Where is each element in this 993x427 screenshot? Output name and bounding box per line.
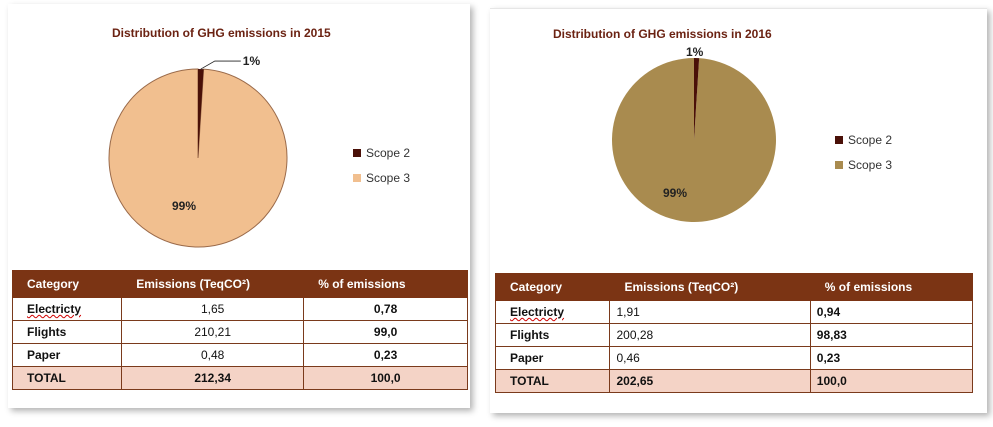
panel-2016: Distribution of GHG emissions in 2016 1%… — [490, 8, 987, 413]
cell-percent: 0,23 — [809, 346, 974, 370]
cell-percent: 99,0 — [303, 320, 468, 344]
header-percent: % of emissions — [303, 270, 468, 298]
table-header-row: Category Emissions (TeqCO²) % of emissio… — [494, 273, 974, 301]
pie-chart-2015: 1% 99% — [108, 54, 288, 248]
legend-label-scope-2: Scope 2 — [848, 132, 893, 147]
legend-item-scope-3-2015: Scope 3 — [353, 165, 410, 190]
cell-emissions: 200,28 — [609, 323, 811, 347]
legend-item-scope-3-2016: Scope 3 — [835, 152, 892, 177]
cell-total-label: TOTAL — [11, 366, 123, 390]
pie-slice-scope-3-2015 — [108, 68, 288, 248]
cell-category: Flights — [494, 323, 611, 347]
emissions-table-2016-wrap: Category Emissions (TeqCO²) % of emissio… — [494, 273, 974, 393]
table-row: Paper 0,48 0,23 — [11, 343, 468, 367]
legend-swatch-scope-3 — [835, 160, 843, 169]
cell-percent: 0,94 — [809, 300, 974, 324]
emissions-table-2015-wrap: Category Emissions (TeqCO²) % of emissio… — [11, 270, 468, 390]
cell-percent: 0,23 — [303, 343, 468, 367]
cell-category: Electricty — [494, 300, 611, 324]
data-label-scope-2-2016: 1% — [686, 45, 704, 59]
data-label-scope-2-2015: 1% — [243, 54, 261, 68]
table-row: Electricty 1,65 0,78 — [11, 297, 468, 321]
table-row: Paper 0,46 0,23 — [494, 346, 974, 370]
leader-line-2015 — [200, 60, 241, 70]
cell-percent: 0,78 — [303, 297, 468, 321]
chart-title-2015: Distribution of GHG emissions in 2015 — [112, 26, 331, 40]
pie-slice-scope-2-2015 — [198, 69, 204, 158]
data-label-scope-3-2016: 99% — [663, 186, 687, 200]
emissions-table-2016: Category Emissions (TeqCO²) % of emissio… — [494, 273, 974, 393]
legend-2016: Scope 2 Scope 3 — [835, 127, 892, 177]
cell-total-percent: 100,0 — [303, 366, 468, 390]
legend-item-scope-2-2016: Scope 2 — [835, 127, 892, 152]
cell-total-label: TOTAL — [494, 369, 611, 393]
pie-slice-scope-3-2016 — [612, 58, 776, 223]
legend-item-scope-2-2015: Scope 2 — [353, 140, 410, 165]
cell-emissions: 0,46 — [609, 346, 811, 370]
header-emissions: Emissions (TeqCO²) — [121, 270, 305, 298]
cell-category: Flights — [11, 320, 123, 344]
pie-slice-scope-2-2016 — [694, 58, 700, 140]
legend-swatch-scope-2 — [353, 148, 361, 157]
cell-emissions: 1,91 — [609, 300, 811, 324]
emissions-table-2015: Category Emissions (TeqCO²) % of emissio… — [11, 270, 468, 390]
header-emissions: Emissions (TeqCO²) — [609, 273, 811, 301]
legend-label-scope-3: Scope 3 — [848, 157, 893, 172]
legend-label-scope-3: Scope 3 — [366, 170, 411, 185]
cell-emissions: 210,21 — [121, 320, 305, 344]
cell-category: Electricty — [11, 297, 123, 321]
header-category: Category — [494, 273, 611, 301]
pie-chart-2016: 1% 99% — [612, 45, 776, 223]
cell-category: Paper — [11, 343, 123, 367]
table-row: Flights 210,21 99,0 — [11, 320, 468, 344]
table-row: Flights 200,28 98,83 — [494, 323, 974, 347]
cell-total-emissions: 212,34 — [121, 366, 305, 390]
data-label-scope-3-2015: 99% — [172, 199, 196, 213]
cell-total-emissions: 202,65 — [609, 369, 811, 393]
legend-swatch-scope-2 — [835, 135, 843, 144]
legend-swatch-scope-3 — [353, 173, 361, 182]
cell-percent: 98,83 — [809, 323, 974, 347]
panel-2015: Distribution of GHG emissions in 2015 1%… — [8, 4, 470, 408]
chart-title-2016: Distribution of GHG emissions in 2016 — [553, 27, 772, 41]
cell-emissions: 0,48 — [121, 343, 305, 367]
cell-category: Paper — [494, 346, 611, 370]
cell-total-percent: 100,0 — [809, 369, 974, 393]
legend-label-scope-2: Scope 2 — [366, 145, 411, 160]
header-percent: % of emissions — [809, 273, 974, 301]
header-category: Category — [11, 270, 123, 298]
table-header-row: Category Emissions (TeqCO²) % of emissio… — [11, 270, 468, 298]
cell-emissions: 1,65 — [121, 297, 305, 321]
legend-2015: Scope 2 Scope 3 — [353, 140, 410, 190]
table-total-row: TOTAL 202,65 100,0 — [494, 369, 974, 393]
table-total-row: TOTAL 212,34 100,0 — [11, 366, 468, 390]
table-row: Electricty 1,91 0,94 — [494, 300, 974, 324]
